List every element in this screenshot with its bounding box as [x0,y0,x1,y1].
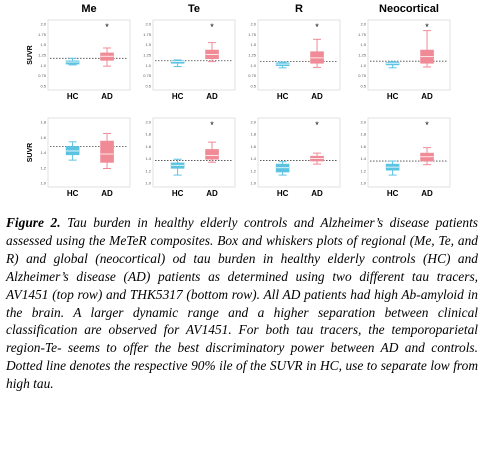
x-category-label: AD [101,92,113,101]
y-tick-label: 1.0 [145,63,151,68]
y-tick-label: 1.2 [40,165,46,170]
panel-frame [47,19,131,91]
x-category-label: HC [277,92,289,101]
y-axis-label: SUVR [27,45,34,64]
x-category-label: AD [206,92,218,101]
x-category-label: HC [67,92,79,101]
y-tick-label: 1.8 [40,120,46,125]
y-tick-label: 1.4 [145,156,151,161]
x-category-label: HC [277,189,289,198]
panel-title: R [295,3,303,15]
x-category-label: HC [387,189,399,198]
box-hc [65,60,80,65]
panel-frame [152,19,236,91]
y-tick-label: 1.8 [145,132,151,137]
y-tick-label: 1.75 [358,32,367,37]
y-tick-label: 2.0 [40,22,46,27]
panel-frame [367,117,451,188]
panel-frame [257,117,341,188]
x-category-label: AD [311,189,323,198]
box-ad [100,140,114,163]
caption-label: Figure 2. [6,215,61,230]
x-category-label: HC [67,189,79,198]
box-hc [385,62,400,66]
y-tick-label: 1.2 [250,168,256,173]
panel-title: Te [188,3,200,15]
y-tick-label: 2.0 [145,120,151,125]
y-tick-label: 1.0 [360,181,366,186]
x-category-label: AD [206,189,218,198]
y-tick-label: 1.4 [360,156,366,161]
box-hc [170,60,185,64]
panel-frame [152,117,236,188]
y-tick-label: 1.0 [250,63,256,68]
y-tick-label: 1.4 [40,150,46,155]
panel-frame [257,19,341,91]
y-tick-label: 0.5 [360,84,366,89]
y-tick-label: 1.4 [250,156,256,161]
y-tick-label: 1.75 [143,32,152,37]
y-tick-label: 1.25 [358,53,367,58]
panel-title: Neocortical [379,3,439,15]
panel-title: Me [81,3,96,15]
y-tick-label: 0.75 [38,73,47,78]
x-category-label: AD [101,189,113,198]
y-tick-label: 1.5 [145,42,151,47]
y-tick-label: 2.0 [360,120,366,125]
y-tick-label: 1.5 [250,42,256,47]
y-tick-label: 0.75 [248,73,257,78]
y-tick-label: 1.2 [360,168,366,173]
figure-box-plots: Me SUVR 0.5 0.75 1.0 1.25 1.5 1.75 2.0 HC AD * Te 0.5… [27,3,451,198]
y-tick-label: 1.0 [250,181,256,186]
significance-star: * [105,22,109,32]
significance-star: * [425,22,429,32]
y-tick-label: 2.0 [250,120,256,125]
y-tick-label: 1.6 [40,135,46,140]
y-tick-label: 1.25 [248,53,257,58]
x-category-label: HC [172,189,184,198]
x-category-label: AD [421,92,433,101]
panel-frame [47,117,131,188]
caption-text: Tau burden in healthy elderly controls a… [6,215,479,392]
figure-caption: Figure 2. Tau burden in healthy elderly … [6,214,478,393]
box-ad [205,149,219,160]
y-tick-label: 1.2 [145,168,151,173]
y-tick-label: 1.8 [360,132,366,137]
y-tick-label: 1.5 [360,42,366,47]
significance-star: * [210,120,214,130]
y-tick-label: 1.0 [145,181,151,186]
y-tick-label: 1.6 [250,144,256,149]
significance-star: * [315,22,319,32]
y-tick-label: 0.75 [143,73,152,78]
x-category-label: AD [421,189,433,198]
y-tick-label: 0.5 [40,84,46,89]
y-tick-label: 0.75 [358,73,367,78]
y-tick-label: 1.6 [360,144,366,149]
y-tick-label: 1.0 [40,63,46,68]
y-tick-label: 1.0 [40,181,46,186]
significance-star: * [315,120,319,130]
panel-frame [367,19,451,91]
y-tick-label: 0.5 [250,84,256,89]
y-tick-label: 1.75 [38,32,47,37]
y-tick-label: 2.0 [360,22,366,27]
x-category-label: AD [311,92,323,101]
y-tick-label: 0.5 [145,84,151,89]
significance-star: * [425,120,429,130]
y-tick-label: 1.8 [250,132,256,137]
y-tick-label: 1.5 [40,42,46,47]
y-tick-label: 2.0 [145,22,151,27]
y-tick-label: 1.25 [38,53,47,58]
y-axis-label: SUVR [27,143,34,162]
y-tick-label: 1.25 [143,53,152,58]
box-ad [310,51,324,64]
significance-star: * [210,22,214,32]
x-category-label: HC [172,92,184,101]
y-tick-label: 1.6 [145,144,151,149]
y-tick-label: 2.0 [250,22,256,27]
y-tick-label: 1.0 [360,63,366,68]
y-tick-label: 1.75 [248,32,257,37]
box-ad [100,52,114,61]
x-category-label: HC [387,92,399,101]
